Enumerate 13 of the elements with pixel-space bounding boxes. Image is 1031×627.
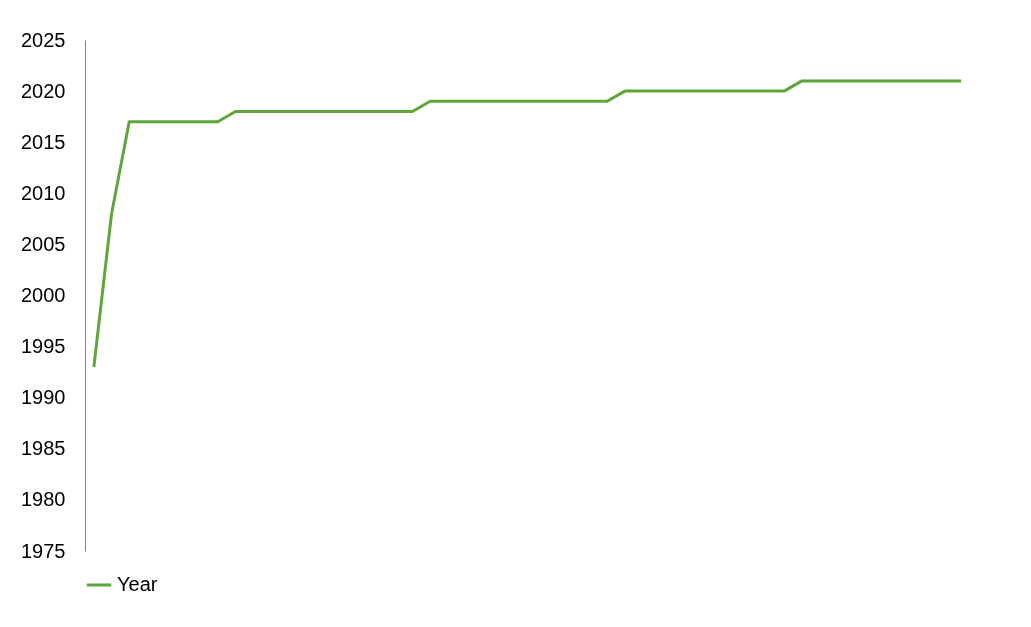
y-tick-label: 1975 — [21, 539, 66, 562]
y-tick-label: 1985 — [21, 437, 66, 460]
y-tick-label: 2025 — [21, 28, 66, 51]
y-tick-label: 2020 — [21, 79, 66, 102]
y-tick-label: 2015 — [21, 130, 66, 153]
y-tick-label: 1995 — [21, 335, 66, 358]
y-tick-label: 2005 — [21, 232, 66, 255]
y-tick-label: 2010 — [21, 181, 66, 204]
y-tick-label: 1990 — [21, 386, 66, 409]
legend-label: Year — [117, 573, 158, 595]
y-tick-label: 1980 — [21, 488, 66, 511]
y-tick-label: 2000 — [21, 284, 66, 306]
line-series — [92, 79, 963, 369]
